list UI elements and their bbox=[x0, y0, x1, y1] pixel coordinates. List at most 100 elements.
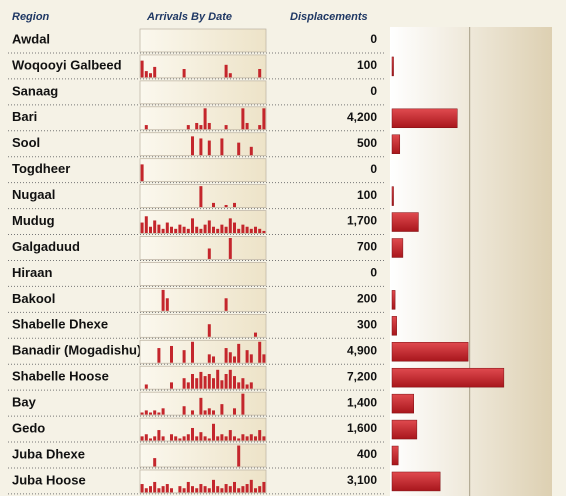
displacement-bar bbox=[391, 419, 418, 440]
sparkline-bar bbox=[165, 298, 169, 311]
sparkline-bar bbox=[153, 410, 157, 415]
sparkline-bar bbox=[199, 484, 203, 493]
displacement-value: 1,600 bbox=[347, 421, 377, 435]
sparkline-bar bbox=[233, 408, 236, 415]
displacement-value: 100 bbox=[357, 58, 377, 72]
column-header: Displacements bbox=[290, 11, 368, 23]
displacement-bar bbox=[391, 290, 396, 310]
sparkline-bar bbox=[258, 228, 262, 234]
sparkline-cell bbox=[139, 132, 267, 157]
sparkline-bar bbox=[178, 438, 182, 441]
displacement-bar bbox=[391, 445, 399, 466]
sparkline-bar bbox=[233, 481, 236, 493]
sparkline-bar bbox=[161, 486, 165, 493]
sparkline-bar bbox=[203, 436, 207, 441]
sparkline-bar bbox=[144, 216, 148, 234]
sparkline-bar bbox=[191, 136, 194, 156]
sparkline-bar bbox=[207, 374, 211, 389]
sparkline-bar bbox=[153, 481, 157, 493]
sparkline-bar bbox=[182, 226, 186, 234]
sparkline-bar bbox=[191, 427, 194, 441]
sparkline-bar bbox=[144, 488, 148, 493]
sparkline-bar bbox=[199, 138, 203, 156]
sparkline-bar bbox=[262, 436, 266, 441]
sparkline-bar bbox=[144, 71, 148, 78]
sparkline-bar bbox=[249, 354, 253, 363]
sparkline-bar bbox=[165, 484, 169, 493]
sparkline-bar bbox=[191, 218, 194, 234]
sparkline-bar bbox=[258, 486, 262, 493]
sparkline-bar bbox=[170, 434, 173, 441]
sparkline-bar bbox=[149, 73, 152, 78]
sparkline-cell bbox=[139, 288, 267, 312]
sparkline-bar bbox=[237, 488, 241, 493]
region-name: Banadir (Mogadishu) bbox=[12, 343, 141, 358]
sparkline-bar bbox=[157, 348, 161, 363]
sparkline-bar bbox=[153, 220, 157, 234]
sparkline-bar bbox=[170, 488, 173, 493]
sparkline-bar bbox=[233, 202, 236, 208]
region-name: Sanaag bbox=[12, 83, 58, 98]
sparkline-bar bbox=[191, 486, 194, 493]
sparkline-bar bbox=[258, 69, 262, 78]
sparkline-bar bbox=[144, 410, 148, 415]
sparkline-bar bbox=[241, 108, 245, 130]
sparkline-bar bbox=[144, 125, 148, 130]
sparkline-bar bbox=[233, 436, 236, 441]
sparkline-bar bbox=[241, 378, 245, 389]
sparkline-bar bbox=[207, 220, 211, 234]
displacement-bar bbox=[391, 471, 441, 492]
sparkline-bar bbox=[228, 238, 232, 259]
sparkline-bar bbox=[237, 142, 241, 156]
sparkline-cell bbox=[139, 158, 267, 182]
displacement-value: 500 bbox=[357, 136, 377, 150]
sparkline-bar bbox=[245, 226, 249, 234]
sparkline-bar bbox=[191, 341, 194, 363]
sparkline-bar bbox=[228, 430, 232, 441]
displacement-value: 100 bbox=[357, 188, 377, 202]
sparkline-bar bbox=[254, 436, 257, 441]
sparkline-bar bbox=[224, 374, 228, 389]
displacement-value: 0 bbox=[370, 266, 377, 280]
sparkline-cell bbox=[139, 313, 267, 338]
sparkline-bar bbox=[262, 108, 266, 130]
sparkline-cell bbox=[139, 262, 267, 286]
sparkline-cell bbox=[139, 391, 267, 416]
sparkline-bar bbox=[224, 226, 228, 234]
sparkline-bar bbox=[207, 140, 211, 156]
sparkline-bar bbox=[228, 486, 232, 493]
displacement-value: 700 bbox=[357, 240, 377, 254]
sparkline-bar bbox=[161, 228, 165, 234]
sparkline-bar bbox=[220, 488, 224, 493]
sparkline-bar bbox=[216, 228, 220, 234]
sparkline-bar bbox=[241, 434, 245, 441]
sparkline-bar bbox=[249, 382, 253, 389]
sparkline-bar bbox=[224, 484, 228, 493]
sparkline-bar bbox=[241, 224, 245, 234]
displacement-bar bbox=[391, 108, 458, 129]
sparkline-bar bbox=[207, 438, 211, 441]
sparkline-bar bbox=[140, 436, 144, 441]
region-name: Shabelle Hoose bbox=[12, 369, 109, 384]
sparkline-bar bbox=[224, 348, 228, 363]
sparkline-bar bbox=[249, 434, 253, 441]
sparkline-bar bbox=[203, 376, 207, 389]
sparkline-bar bbox=[199, 397, 203, 415]
sparkline-bar bbox=[245, 350, 249, 363]
displacement-bar bbox=[391, 56, 394, 77]
sparkline-bar bbox=[224, 298, 228, 311]
sparkline-bar bbox=[254, 226, 257, 234]
sparkline-bar bbox=[212, 479, 215, 493]
region-name: Togdheer bbox=[12, 161, 70, 176]
sparkline-bar bbox=[199, 186, 203, 208]
sparkline-bar bbox=[207, 122, 211, 130]
sparkline-bar bbox=[191, 410, 194, 415]
sparkline-bar bbox=[182, 378, 186, 389]
sparkline-cell bbox=[139, 80, 267, 105]
bar-panel bbox=[390, 27, 552, 496]
sparkline-bar bbox=[220, 138, 224, 156]
sparkline-bar bbox=[262, 354, 266, 363]
sparkline-bar bbox=[203, 224, 207, 234]
sparkline-bar bbox=[186, 228, 190, 234]
